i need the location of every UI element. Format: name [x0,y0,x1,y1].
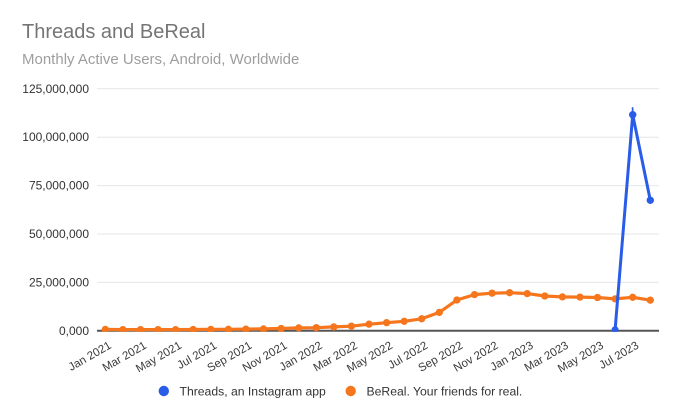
svg-text:Threads and BeReal: Threads and BeReal [22,21,205,43]
svg-text:100,000,000: 100,000,000 [22,130,89,144]
svg-text:Threads, an Instagram app: Threads, an Instagram app [180,385,327,399]
svg-text:25,000,000: 25,000,000 [29,275,89,289]
svg-text:50,000,000: 50,000,000 [29,227,89,241]
svg-text:75,000,000: 75,000,000 [29,179,89,193]
svg-text:BeReal. Your friends for real.: BeReal. Your friends for real. [367,385,523,399]
svg-text:Monthly Active Users, Android,: Monthly Active Users, Android, Worldwide [22,51,299,68]
svg-text:125,000,000: 125,000,000 [22,82,89,96]
svg-text:0,000: 0,000 [59,324,89,338]
